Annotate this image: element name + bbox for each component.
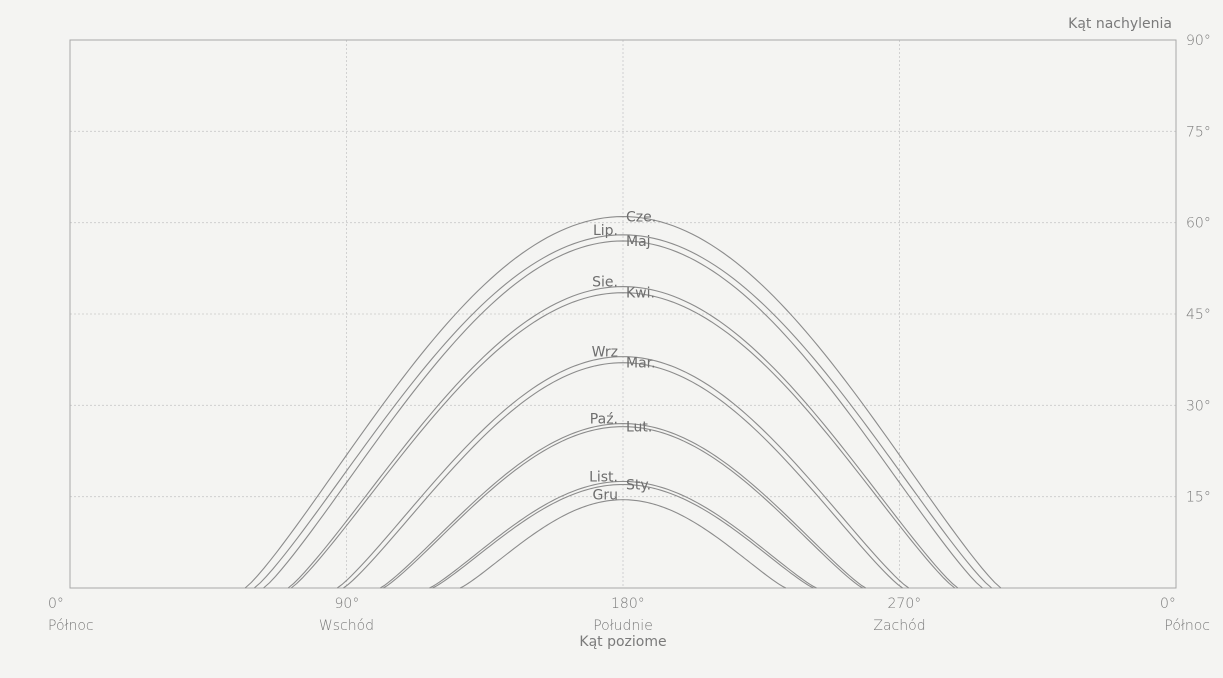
month-label: Sty. bbox=[626, 477, 651, 493]
sun-path-curve bbox=[244, 216, 1002, 589]
month-label: List. bbox=[589, 469, 618, 485]
y-tick-label: 30° bbox=[1186, 398, 1211, 414]
y-tick-label: 45° bbox=[1186, 307, 1211, 323]
x-tick-direction: Północ bbox=[48, 618, 94, 634]
sun-path-curve bbox=[459, 499, 787, 589]
sun-path-curve bbox=[290, 292, 956, 589]
x-tick-direction: Zachód bbox=[873, 618, 925, 634]
month-label: Paź. bbox=[590, 412, 618, 428]
y-tick-label: 90° bbox=[1186, 33, 1211, 49]
y-tick-label: 75° bbox=[1186, 124, 1211, 140]
month-label: Cze. bbox=[626, 210, 656, 226]
month-label: Mar. bbox=[626, 356, 656, 372]
month-label: Lip. bbox=[593, 223, 618, 239]
sun-path-curve bbox=[336, 356, 910, 589]
x-tick-direction: Wschód bbox=[319, 618, 374, 634]
month-label: Maj bbox=[626, 234, 651, 250]
x-tick-direction: Północ bbox=[1164, 618, 1210, 634]
y-tick-label: 15° bbox=[1186, 490, 1211, 506]
ticks-layer: 0° Północ 90° Wschód 180° Południe 270° Zachód 0… bbox=[48, 33, 1211, 634]
curves-layer bbox=[244, 216, 1002, 589]
month-label: Sie. bbox=[592, 275, 618, 291]
month-label: Kwi. bbox=[626, 286, 655, 302]
sun-path-curve bbox=[253, 234, 993, 589]
x-tick-degree: 0° bbox=[1160, 596, 1176, 612]
labels-layer: Cze. Lip. Maj Sie. Kwi. Wrz Mar. Paź. Lut. List. S… bbox=[589, 210, 656, 504]
y-axis-title: Kąt nachylenia bbox=[1068, 16, 1172, 32]
sun-path-curve bbox=[429, 480, 817, 589]
x-tick-degree: 270° bbox=[888, 596, 922, 612]
sun-path-curve bbox=[432, 483, 814, 589]
x-tick-degree: 180° bbox=[611, 596, 645, 612]
x-tick-degree: 90° bbox=[335, 596, 360, 612]
x-tick-direction: Południe bbox=[593, 618, 653, 634]
x-axis-title: Kąt poziome bbox=[579, 634, 666, 650]
plot-frame bbox=[69, 39, 1177, 589]
month-label: Wrz bbox=[592, 345, 618, 361]
month-label: Gru bbox=[593, 488, 618, 504]
y-tick-label: 60° bbox=[1186, 216, 1211, 232]
sun-path-curve bbox=[343, 362, 903, 589]
sun-path-curve bbox=[380, 423, 866, 589]
x-tick-degree: 0° bbox=[48, 596, 64, 612]
sun-path-curve bbox=[263, 240, 983, 589]
sun-path-curve bbox=[383, 426, 863, 589]
grid-layer bbox=[70, 40, 1176, 588]
sun-path-curve bbox=[287, 286, 959, 589]
month-label: Lut. bbox=[626, 420, 652, 436]
